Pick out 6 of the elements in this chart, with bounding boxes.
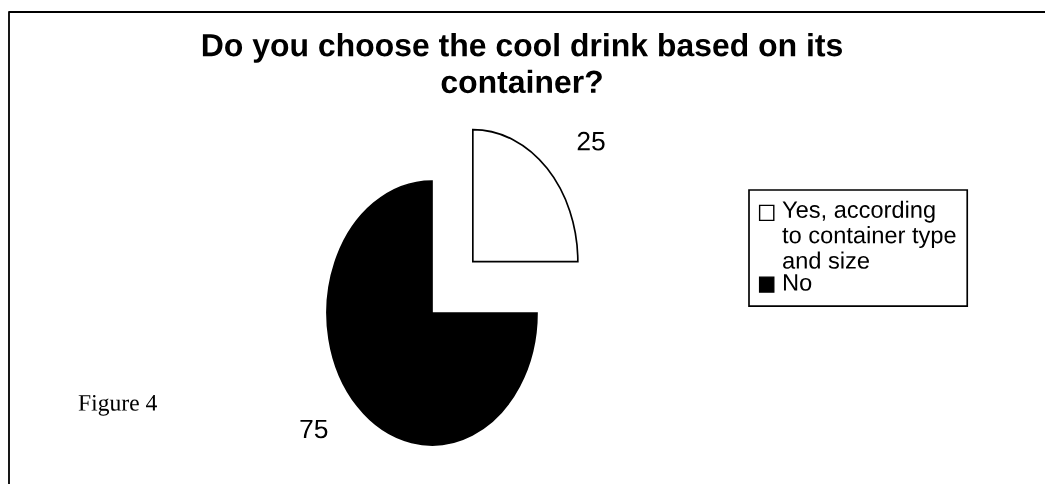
legend-label: Yes, according to container type and size bbox=[782, 200, 956, 269]
caption: Figure 4 bbox=[78, 394, 157, 416]
legend-label: No bbox=[783, 274, 812, 291]
data-label: 25 bbox=[577, 131, 605, 151]
data-label: 75 bbox=[300, 419, 328, 439]
chart-title: Do you choose the cool drink based on its container? bbox=[202, 33, 842, 94]
